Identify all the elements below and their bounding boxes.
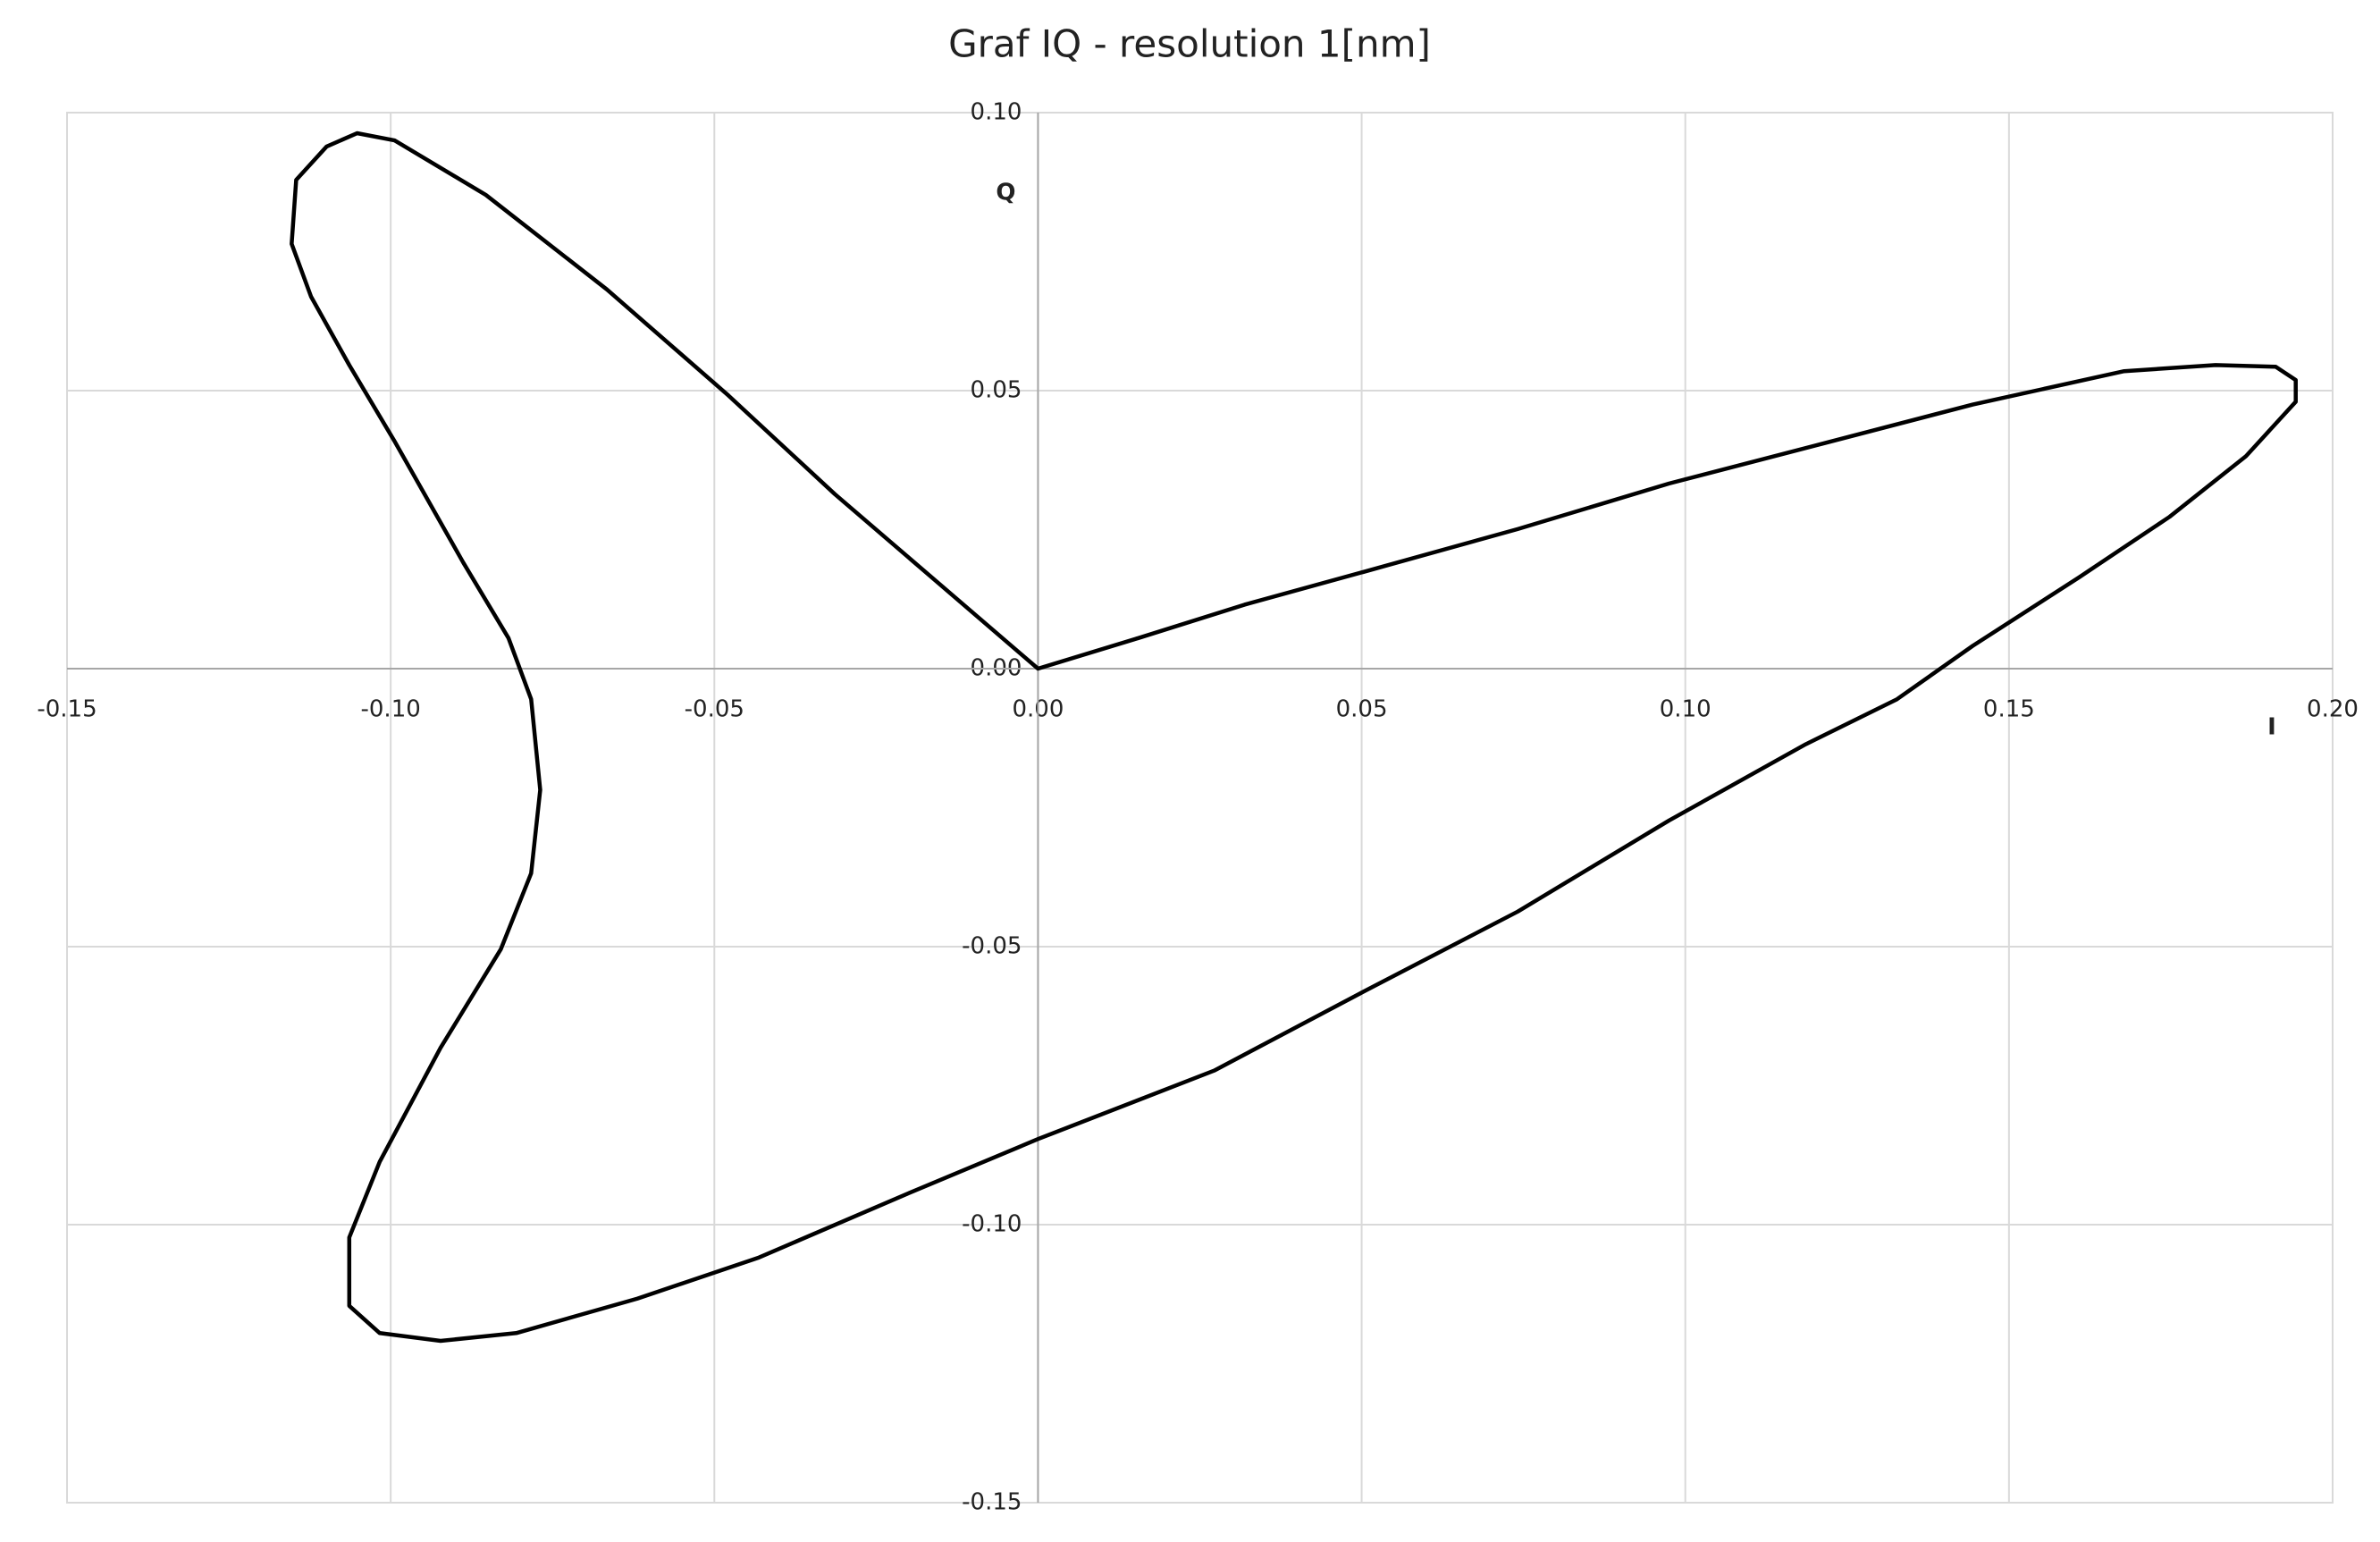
y-tick-label: -0.10 [962, 1211, 1022, 1238]
x-axis-label: I [2267, 714, 2276, 741]
x-tick-label: -0.10 [361, 696, 421, 723]
y-tick-label: 0.10 [971, 99, 1022, 126]
x-tick-label: -0.15 [37, 696, 97, 723]
chart-title: Graf IQ - resolution 1[nm] [948, 22, 1431, 66]
y-tick-label: 0.05 [971, 377, 1022, 404]
y-tick-label: -0.05 [962, 933, 1022, 960]
x-tick-label: 0.10 [1660, 696, 1711, 723]
x-tick-label: 0.20 [2307, 696, 2359, 723]
x-tick-label: -0.05 [685, 696, 744, 723]
x-tick-label: 0.15 [1983, 696, 2035, 723]
y-tick-label: -0.15 [962, 1489, 1022, 1516]
data-line [290, 131, 2298, 1344]
y-axis-label: Q [996, 180, 1015, 206]
x-tick-label: 0.05 [1336, 696, 1388, 723]
plot-area [66, 112, 2334, 1504]
